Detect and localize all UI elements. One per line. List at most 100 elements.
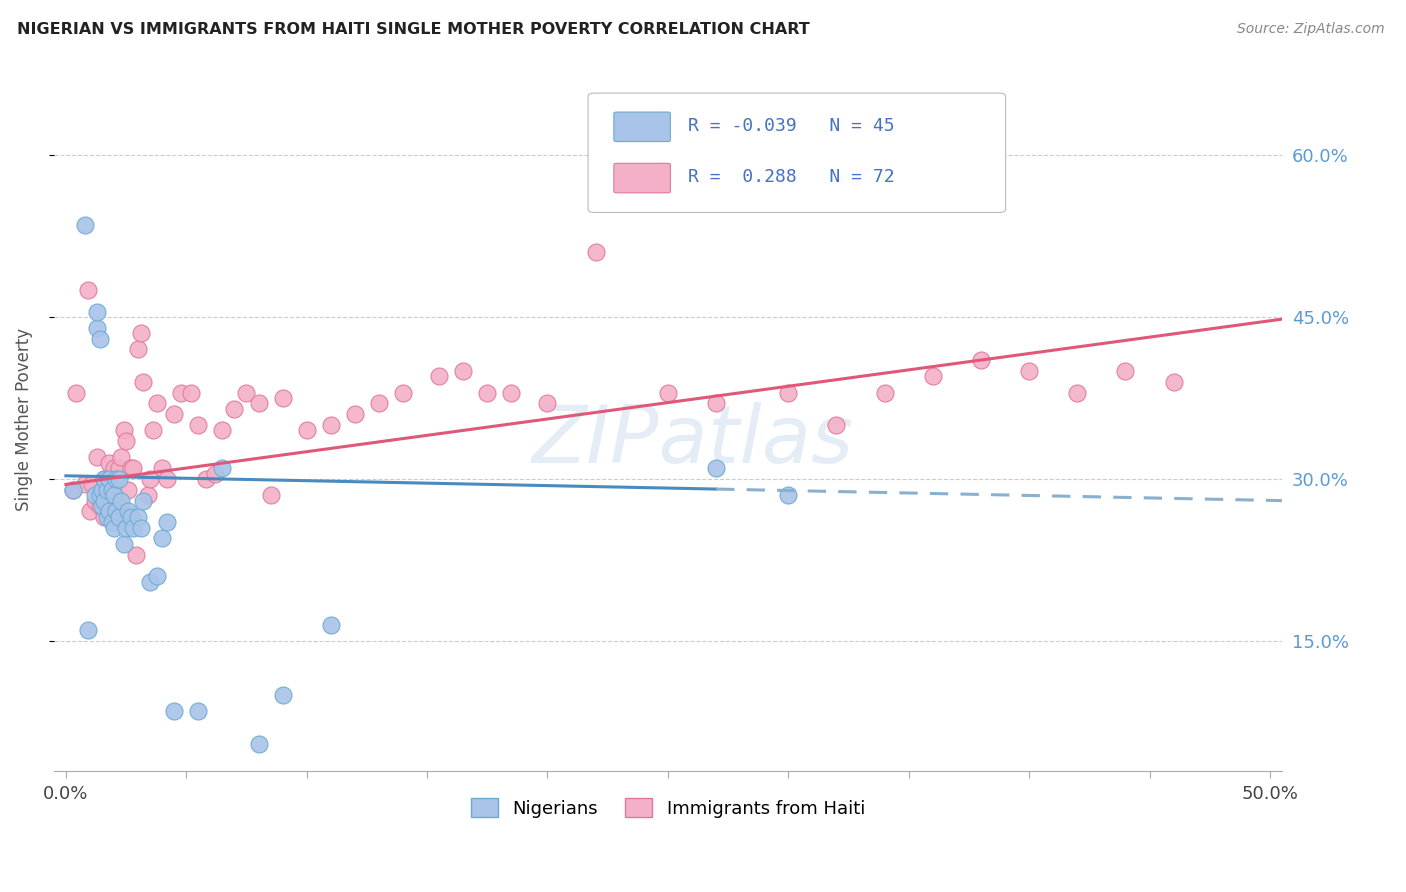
Point bbox=[96, 509, 118, 524]
Point bbox=[82, 477, 104, 491]
FancyBboxPatch shape bbox=[614, 112, 671, 142]
Point bbox=[704, 461, 727, 475]
Point bbox=[122, 461, 145, 475]
Point bbox=[98, 504, 121, 518]
Point bbox=[89, 332, 111, 346]
Point bbox=[117, 483, 139, 497]
Point bbox=[75, 477, 97, 491]
Point bbox=[1114, 364, 1136, 378]
Point bbox=[259, 488, 281, 502]
Point bbox=[122, 521, 145, 535]
Point bbox=[271, 688, 294, 702]
Point bbox=[91, 499, 114, 513]
Point bbox=[704, 396, 727, 410]
Point bbox=[136, 488, 159, 502]
Point bbox=[103, 521, 125, 535]
Point bbox=[235, 385, 257, 400]
Point bbox=[146, 396, 169, 410]
Point bbox=[129, 326, 152, 341]
Point bbox=[103, 483, 125, 497]
Point bbox=[93, 509, 115, 524]
Point bbox=[110, 450, 132, 465]
Point bbox=[100, 483, 122, 497]
Point bbox=[86, 450, 108, 465]
Point bbox=[343, 407, 366, 421]
Point bbox=[132, 375, 155, 389]
Point bbox=[427, 369, 450, 384]
Text: R =  0.288   N = 72: R = 0.288 N = 72 bbox=[688, 169, 894, 186]
Point bbox=[180, 385, 202, 400]
Point bbox=[103, 461, 125, 475]
Point bbox=[129, 521, 152, 535]
Point bbox=[585, 245, 607, 260]
Point bbox=[295, 424, 318, 438]
Point bbox=[89, 499, 111, 513]
Point bbox=[224, 401, 246, 416]
Y-axis label: Single Mother Poverty: Single Mother Poverty bbox=[15, 328, 32, 511]
Point bbox=[105, 509, 128, 524]
Point bbox=[108, 499, 131, 513]
Point bbox=[368, 396, 391, 410]
Point bbox=[108, 509, 131, 524]
Point bbox=[194, 472, 217, 486]
Point bbox=[112, 424, 135, 438]
Point bbox=[187, 704, 209, 718]
Point bbox=[62, 483, 84, 497]
Point bbox=[319, 417, 342, 432]
Point bbox=[65, 385, 87, 400]
Point bbox=[187, 417, 209, 432]
Point bbox=[100, 499, 122, 513]
Point bbox=[115, 521, 138, 535]
Point bbox=[139, 472, 162, 486]
Point bbox=[451, 364, 474, 378]
Point bbox=[76, 624, 98, 638]
Point bbox=[825, 417, 848, 432]
Point bbox=[83, 493, 105, 508]
Point bbox=[105, 472, 128, 486]
Point bbox=[105, 504, 128, 518]
Point bbox=[970, 353, 993, 368]
Point bbox=[100, 515, 122, 529]
Legend: Nigerians, Immigrants from Haiti: Nigerians, Immigrants from Haiti bbox=[464, 791, 872, 825]
Point bbox=[873, 385, 896, 400]
Point bbox=[247, 396, 270, 410]
Point bbox=[120, 461, 142, 475]
Point bbox=[83, 488, 105, 502]
Point bbox=[110, 493, 132, 508]
Point bbox=[103, 488, 125, 502]
Point bbox=[93, 472, 115, 486]
Point bbox=[778, 385, 800, 400]
Point bbox=[98, 456, 121, 470]
Point bbox=[150, 532, 173, 546]
Point bbox=[75, 218, 97, 232]
Point bbox=[117, 504, 139, 518]
Point bbox=[93, 472, 115, 486]
Point bbox=[93, 493, 115, 508]
Point bbox=[91, 483, 114, 497]
Point bbox=[98, 472, 121, 486]
Point bbox=[120, 509, 142, 524]
Point bbox=[98, 509, 121, 524]
Point bbox=[477, 385, 499, 400]
Point bbox=[96, 472, 118, 486]
FancyBboxPatch shape bbox=[588, 93, 1005, 212]
Text: ZIPatlas: ZIPatlas bbox=[531, 401, 853, 480]
Point bbox=[204, 467, 226, 481]
Point bbox=[86, 320, 108, 334]
Text: Source: ZipAtlas.com: Source: ZipAtlas.com bbox=[1237, 22, 1385, 37]
Point bbox=[108, 461, 131, 475]
Point bbox=[271, 391, 294, 405]
Point bbox=[211, 461, 233, 475]
Point bbox=[150, 461, 173, 475]
Point bbox=[132, 493, 155, 508]
Point bbox=[536, 396, 558, 410]
Point bbox=[125, 548, 148, 562]
Point bbox=[139, 574, 162, 589]
Point bbox=[657, 385, 679, 400]
Point bbox=[112, 537, 135, 551]
Point bbox=[91, 483, 114, 497]
Point bbox=[62, 483, 84, 497]
Point bbox=[1163, 375, 1185, 389]
Point bbox=[163, 407, 186, 421]
Point bbox=[501, 385, 523, 400]
